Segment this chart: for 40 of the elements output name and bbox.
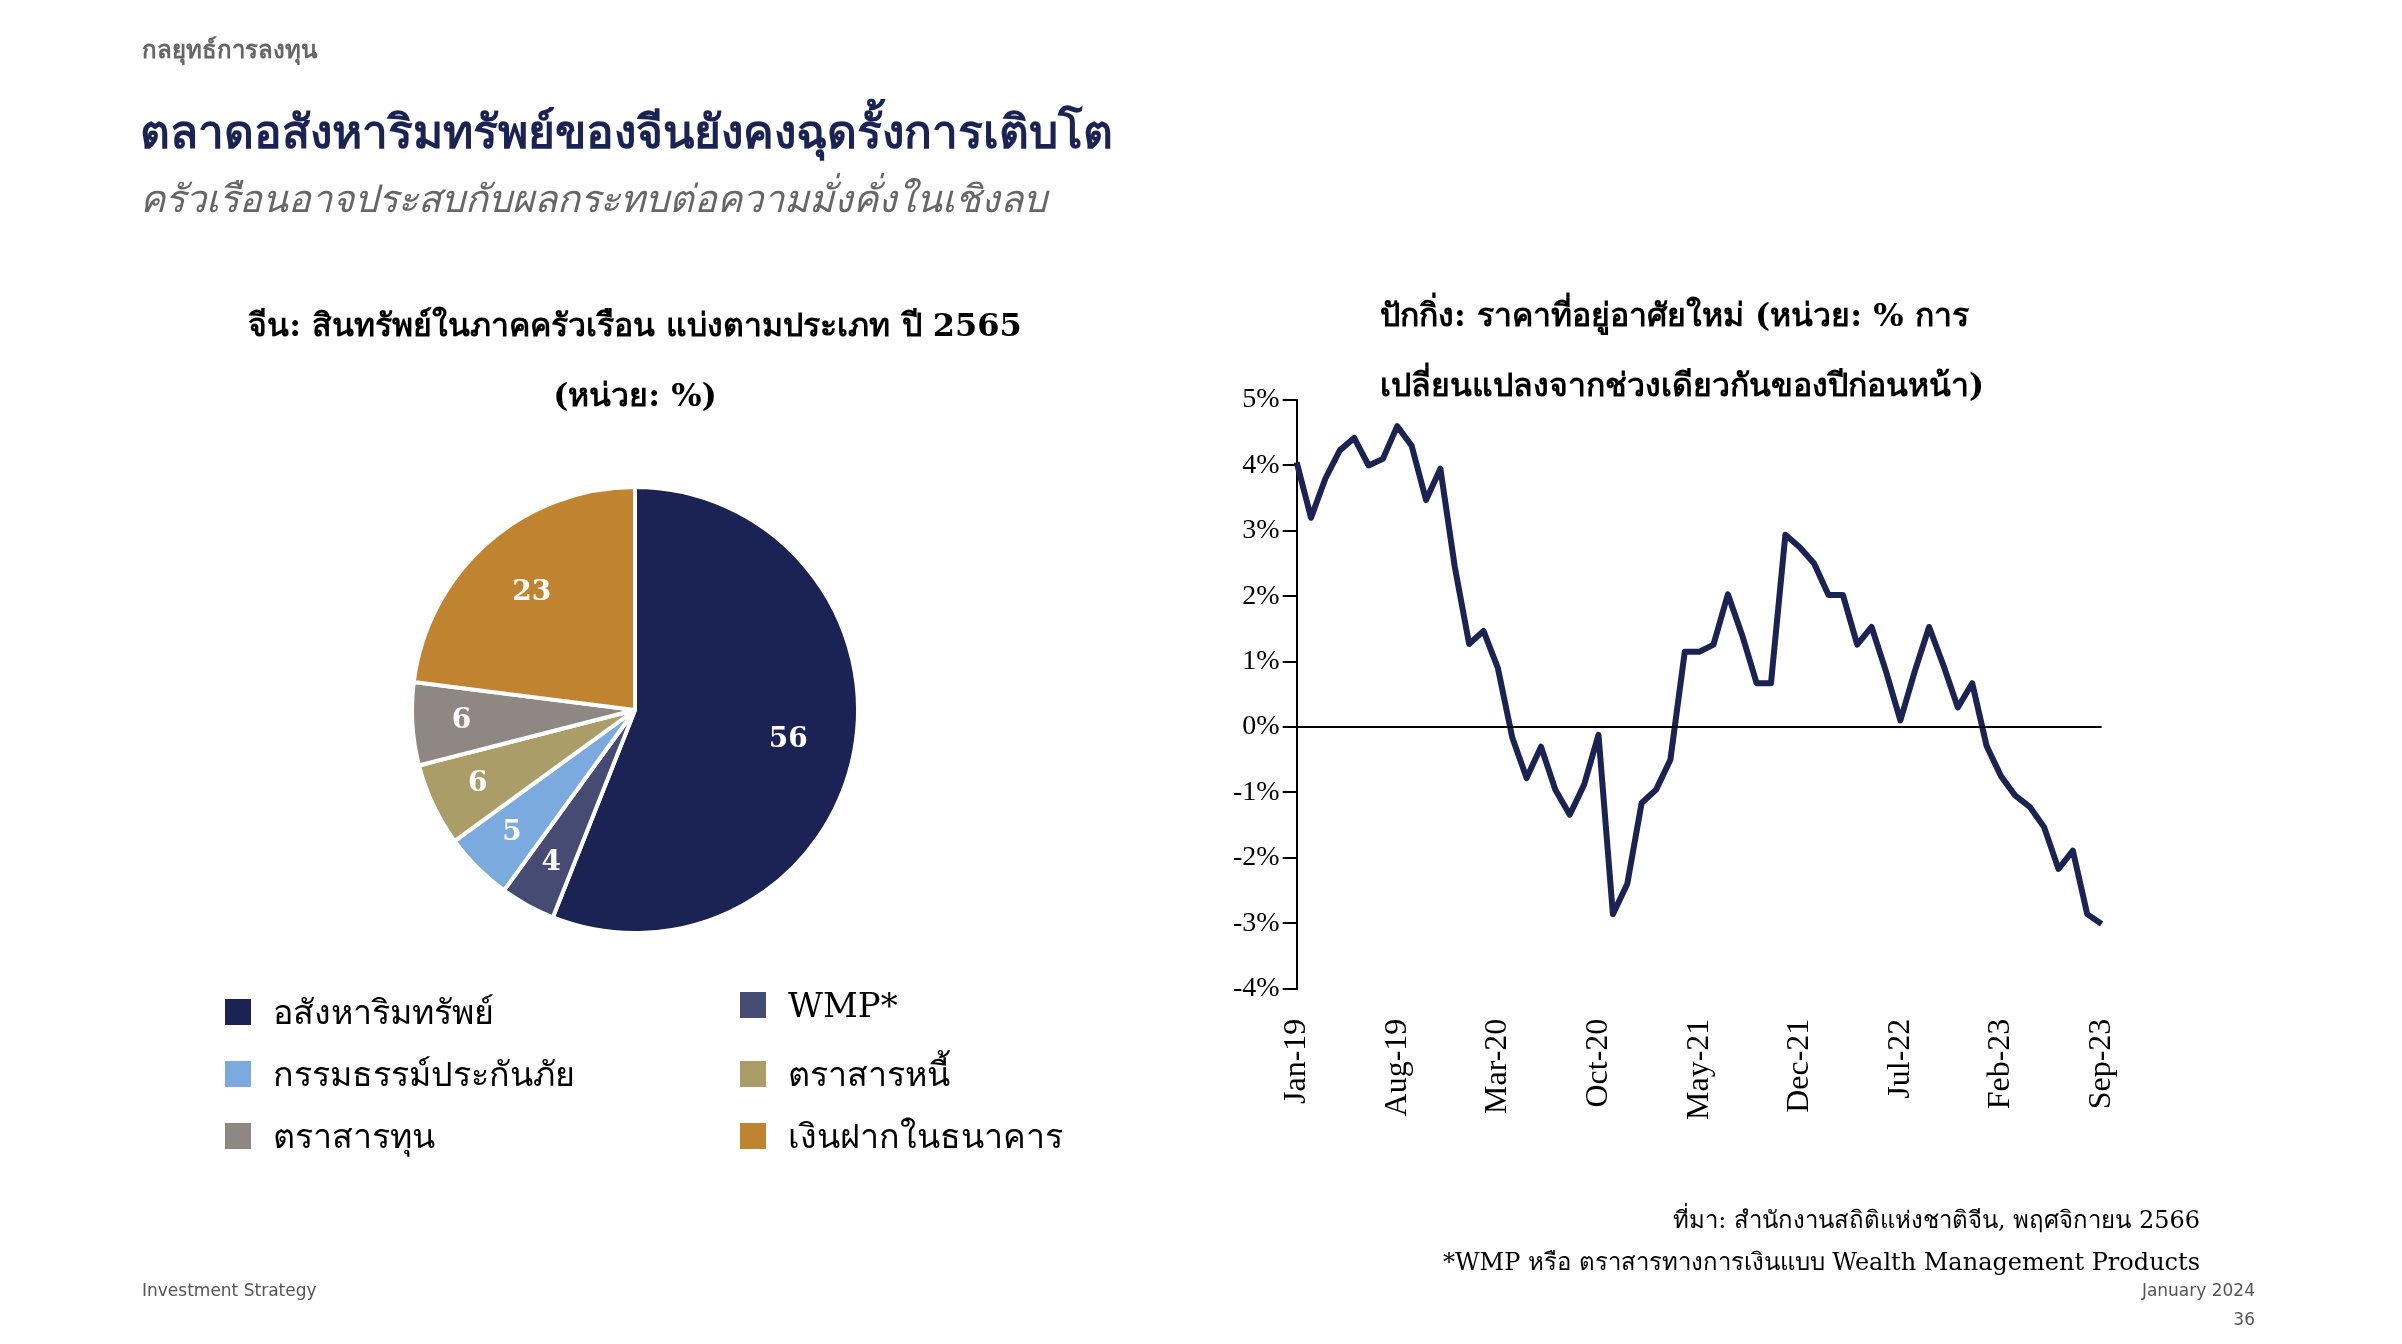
legend-label: ตราสารทุน — [273, 1115, 435, 1159]
x-tick-label: Aug-19 — [1376, 1018, 1413, 1117]
text: Investment Strategy — [142, 1280, 317, 1300]
legend-label: เงินฝากในธนาคาร — [788, 1115, 1063, 1158]
text: กลยุทธ์การลงทุน — [142, 35, 317, 67]
legend-label: กรรมธรรม์ประกันภัย — [273, 1053, 575, 1096]
x-tick-label: Dec-21 — [1779, 1018, 1816, 1113]
x-tick-label: May-21 — [1678, 1018, 1715, 1120]
data-label: 23 — [512, 574, 552, 608]
x-tick-label: Mar-20 — [1477, 1018, 1514, 1115]
y-tick-label: 2% — [1242, 578, 1280, 610]
x-tick-label: Sep-23 — [2081, 1018, 2118, 1110]
legend-label: อสังหาริมทรัพย์ — [273, 991, 494, 1034]
text: 36 — [2233, 1309, 2255, 1329]
y-tick-label: 5% — [1242, 382, 1280, 414]
data-label: 5 — [502, 814, 522, 848]
legend-label: ตราสารหนี้ — [788, 1049, 950, 1096]
text: ตลาดอสังหาริมทรัพย์ของจีนยังคงฉุดรั้งการเติบโต — [140, 97, 1113, 163]
chart-title: ปักกิ่ง: ราคาที่อยู่อาศัยใหม่ (หน่วย: % การ เปลี่ยนแปลงจากช่วงเดียวกันของปีก่อนหน้า) — [1380, 291, 1986, 406]
y-tick-label: -2% — [1232, 840, 1280, 872]
x-tick-label: Jul-22 — [1879, 1018, 1916, 1099]
x-tick-label: Jan-19 — [1276, 1018, 1313, 1104]
data-label: 6 — [467, 765, 488, 799]
text: ที่มา: สำนักงานสถิติแห่งชาติจีน, พฤศจิกายน 2566 — [1673, 1202, 2200, 1236]
text: *WMP หรือ ตราสารทางการเงินแบบ Wealth Management Products — [1442, 1247, 2200, 1278]
chart-title: จีน: สินทรัพย์ในภาคครัวเรือน แบ่งตามประเภท ปี 2565 (หน่วย: %) — [247, 305, 1023, 416]
y-tick-label: 4% — [1242, 447, 1280, 479]
x-tick-label: Oct-20 — [1577, 1018, 1614, 1108]
legend-label: WMP* — [788, 985, 898, 1025]
y-tick-label: -3% — [1232, 905, 1280, 937]
data-label: 4 — [541, 843, 561, 877]
y-tick-label: 3% — [1242, 513, 1280, 545]
x-tick-label: Feb-23 — [1980, 1018, 2017, 1110]
y-tick-label: -4% — [1232, 971, 1280, 1003]
data-label: 6 — [451, 702, 472, 736]
y-tick-label: 0% — [1242, 709, 1280, 741]
y-tick-label: 1% — [1242, 644, 1280, 675]
y-tick-label: -1% — [1232, 774, 1280, 806]
text: January 2024 — [2141, 1280, 2255, 1300]
data-label: 56 — [768, 720, 808, 754]
